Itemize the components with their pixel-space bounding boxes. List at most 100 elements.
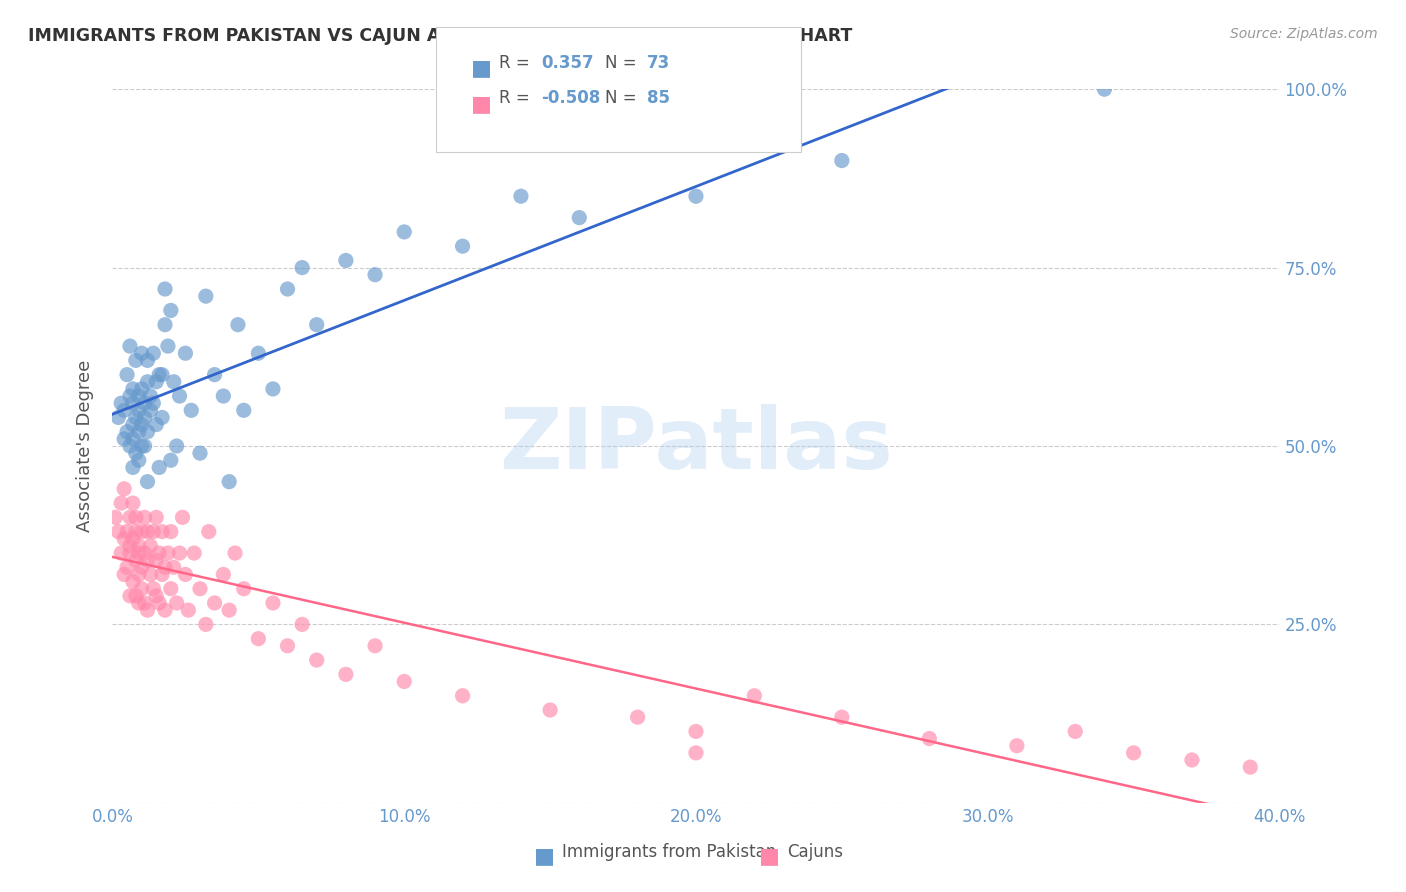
Point — [247, 346, 270, 360]
Point — [291, 260, 314, 275]
Point — [166, 596, 188, 610]
Point — [218, 475, 240, 489]
Point — [112, 432, 135, 446]
Point — [131, 524, 153, 539]
Point — [364, 639, 387, 653]
Point — [115, 368, 138, 382]
Point — [139, 567, 162, 582]
Point — [139, 539, 162, 553]
Point — [1239, 760, 1261, 774]
Point — [122, 496, 145, 510]
Point — [685, 724, 707, 739]
Point — [142, 396, 165, 410]
Text: ■: ■ — [471, 94, 492, 113]
Text: 0.357: 0.357 — [541, 54, 593, 71]
Point — [128, 539, 150, 553]
Point — [122, 532, 145, 546]
Point — [118, 510, 141, 524]
Point — [1064, 724, 1087, 739]
Point — [194, 289, 217, 303]
Point — [122, 396, 145, 410]
Point — [627, 710, 650, 724]
Text: N =: N = — [605, 89, 641, 107]
Point — [918, 731, 941, 746]
Point — [150, 368, 173, 382]
Point — [169, 546, 191, 560]
Point — [115, 425, 138, 439]
Point — [174, 346, 197, 360]
Point — [128, 567, 150, 582]
Point — [1122, 746, 1144, 760]
Point — [136, 375, 159, 389]
Text: ■: ■ — [471, 58, 492, 78]
Point — [831, 710, 853, 724]
Point — [197, 524, 219, 539]
Point — [156, 339, 179, 353]
Point — [145, 553, 167, 567]
Point — [125, 410, 148, 425]
Point — [136, 603, 159, 617]
Point — [148, 596, 170, 610]
Text: N =: N = — [605, 54, 641, 71]
Point — [122, 460, 145, 475]
Point — [131, 560, 153, 574]
Point — [136, 475, 159, 489]
Point — [139, 389, 162, 403]
Text: ■: ■ — [759, 847, 780, 866]
Point — [364, 268, 387, 282]
Point — [150, 567, 173, 582]
Point — [166, 439, 188, 453]
Point — [156, 546, 179, 560]
Point — [160, 524, 183, 539]
Point — [128, 389, 150, 403]
Point — [145, 375, 167, 389]
Point — [188, 582, 211, 596]
Point — [394, 225, 416, 239]
Point — [104, 510, 127, 524]
Point — [136, 425, 159, 439]
Point — [110, 546, 132, 560]
Point — [118, 439, 141, 453]
Point — [153, 282, 176, 296]
Point — [262, 596, 284, 610]
Point — [172, 510, 194, 524]
Text: R =: R = — [499, 54, 536, 71]
Point — [118, 389, 141, 403]
Point — [118, 589, 141, 603]
Point — [163, 375, 186, 389]
Point — [107, 410, 129, 425]
Point — [305, 318, 328, 332]
Point — [204, 368, 226, 382]
Point — [118, 539, 141, 553]
Text: IMMIGRANTS FROM PAKISTAN VS CAJUN ASSOCIATE’S DEGREE CORRELATION CHART: IMMIGRANTS FROM PAKISTAN VS CAJUN ASSOCI… — [28, 27, 852, 45]
Point — [276, 639, 298, 653]
Point — [118, 546, 141, 560]
Point — [139, 403, 162, 417]
Point — [742, 689, 765, 703]
Point — [509, 189, 531, 203]
Point — [291, 617, 314, 632]
Point — [180, 403, 202, 417]
Point — [276, 282, 298, 296]
Point — [232, 403, 254, 417]
Point — [131, 382, 153, 396]
Point — [150, 524, 173, 539]
Point — [134, 439, 156, 453]
Point — [131, 346, 153, 360]
Point — [174, 567, 197, 582]
Point — [107, 524, 129, 539]
Point — [142, 582, 165, 596]
Point — [112, 482, 135, 496]
Point — [125, 589, 148, 603]
Point — [224, 546, 246, 560]
Point — [451, 689, 474, 703]
Point — [136, 524, 159, 539]
Point — [136, 553, 159, 567]
Point — [148, 546, 170, 560]
Point — [1094, 82, 1116, 96]
Point — [115, 560, 138, 574]
Point — [128, 453, 150, 467]
Point — [204, 596, 226, 610]
Point — [134, 596, 156, 610]
Point — [145, 510, 167, 524]
